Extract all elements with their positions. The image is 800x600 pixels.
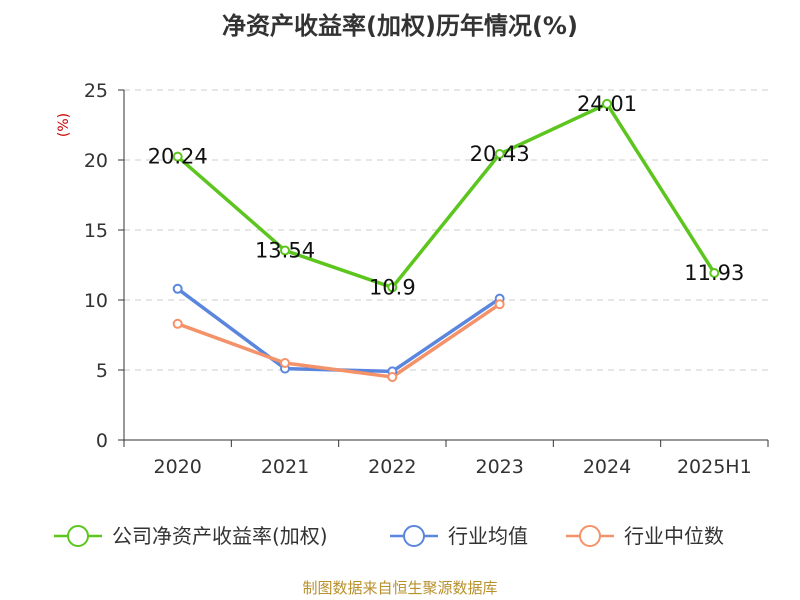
data-label: 10.9: [369, 275, 416, 299]
legend-item-median[interactable]: 行业中位数: [566, 524, 724, 548]
data-point-median: [494, 299, 505, 310]
y-tick-label: 5: [96, 360, 108, 382]
legend-marker: [403, 525, 425, 547]
y-tick-label: 25: [84, 80, 108, 102]
data-label: 20.24: [148, 145, 208, 169]
data-point-company: [172, 151, 183, 162]
legend-marker: [579, 525, 601, 547]
x-tick-label: 2020: [153, 456, 201, 478]
data-source-note: 制图数据来自恒生聚源数据库: [302, 579, 498, 597]
data-label: 13.54: [255, 238, 315, 262]
data-label: 11.93: [684, 261, 744, 285]
x-tick-label: 2022: [368, 456, 416, 478]
data-point-company: [602, 98, 612, 109]
data-point-company: [387, 282, 398, 293]
legend-marker: [67, 525, 89, 547]
data-point-company: [709, 267, 720, 278]
series-line-median: [177, 302, 501, 379]
y-tick-label: 10: [84, 290, 108, 312]
data-point-median: [172, 318, 183, 329]
data-point-median: [280, 358, 290, 368]
x-tick-label: 2025H1: [677, 456, 752, 478]
legend-label: 行业均值: [448, 524, 528, 548]
y-axis-unit-label: (%): [56, 113, 72, 137]
data-label: 24.01: [577, 92, 637, 116]
series-line-company: [176, 102, 716, 290]
data-point-median: [387, 372, 398, 382]
y-tick-label: 20: [84, 150, 108, 172]
data-label: 20.43: [470, 142, 530, 166]
y-tick-label: 15: [84, 220, 108, 242]
legend-item-avg[interactable]: 行业均值: [390, 524, 528, 548]
legend-label: 行业中位数: [624, 524, 724, 548]
legend-item-company[interactable]: 公司净资产收益率(加权): [54, 524, 328, 548]
data-point-avg: [172, 283, 183, 294]
x-tick-label: 2024: [583, 456, 631, 478]
series-line-avg: [176, 287, 501, 374]
data-point-company: [280, 245, 290, 256]
legend-label: 公司净资产收益率(加权): [112, 524, 328, 548]
x-tick-label: 2023: [475, 456, 523, 478]
x-tick-label: 2021: [261, 456, 309, 478]
chart-title: 净资产收益率(加权)历年情况(%): [222, 12, 578, 40]
data-point-company: [494, 148, 505, 159]
y-tick-label: 0: [96, 430, 108, 452]
